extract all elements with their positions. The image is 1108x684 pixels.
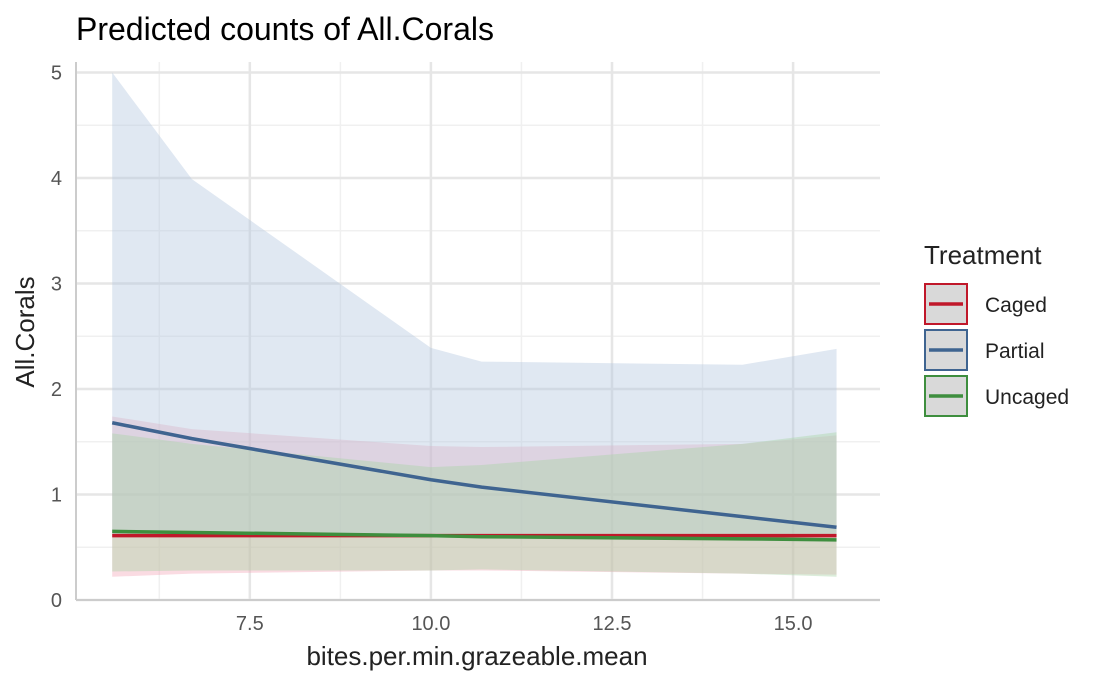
line-uncaged (112, 529, 837, 542)
x-tick-label: 10.0 (411, 613, 450, 635)
y-tick-label: 4 (51, 168, 62, 190)
legend-title: Treatment (924, 240, 1042, 270)
legend: Treatment Caged Partial Uncaged (924, 240, 1069, 417)
legend-label-partial: Partial (985, 340, 1045, 363)
y-tick-label: 5 (51, 63, 62, 85)
y-tick-label: 2 (51, 379, 62, 401)
line-partial (111, 421, 837, 529)
chart-title: Predicted counts of All.Corals (76, 11, 494, 47)
x-axis-title: bites.per.min.grazeable.mean (306, 641, 647, 671)
legend-label-uncaged: Uncaged (985, 386, 1069, 409)
ribbon-partial (112, 72, 837, 537)
x-tick-label: 12.5 (593, 613, 632, 635)
legend-label-caged: Caged (985, 294, 1047, 317)
x-tick-label: 7.5 (236, 613, 264, 635)
y-tick-label: 0 (51, 590, 62, 612)
x-tick-label: 15.0 (774, 613, 813, 635)
y-tick-label: 1 (51, 485, 62, 507)
y-axis-title: All.Corals (10, 276, 40, 387)
y-tick-label: 3 (51, 274, 62, 296)
ribbon-uncaged (112, 432, 837, 577)
plot-panel: 7.5 10.0 12.5 15.0 0 1 2 3 4 5 (51, 62, 880, 635)
